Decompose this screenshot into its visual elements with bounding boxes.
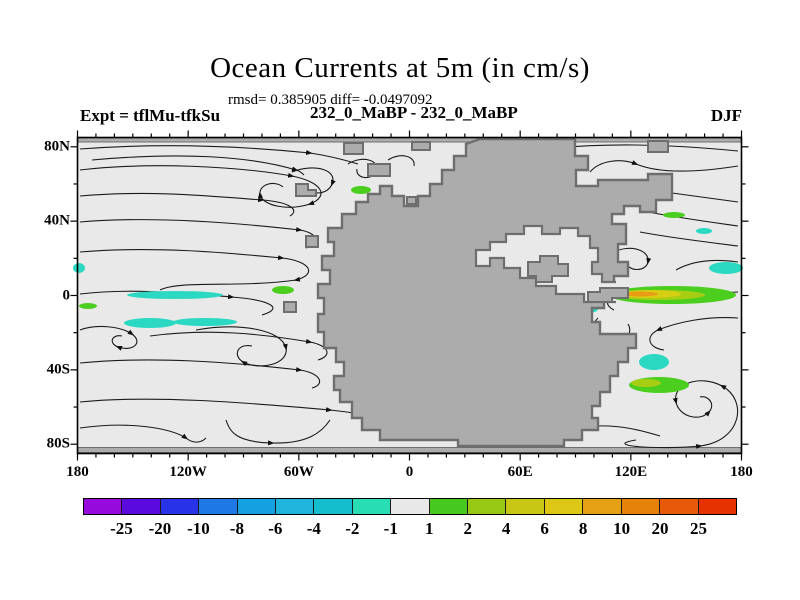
continent-pangaea	[316, 137, 674, 448]
colorbar-tick-label: -2	[345, 519, 360, 538]
colorbar-tick-label: -6	[268, 519, 283, 538]
colorbar-segment	[352, 499, 392, 514]
colorbar-tick-label: -8	[229, 519, 244, 538]
anomaly-patch	[663, 212, 685, 218]
colorbar-tick-label: 2	[463, 519, 472, 538]
anomaly-patch	[272, 286, 294, 294]
y-axis-tick-label: 80N	[44, 138, 70, 155]
colorbar-segment	[276, 499, 315, 514]
colorbar-tick-label: -20	[148, 519, 172, 538]
x-axis-tick-label: 120E	[614, 464, 648, 480]
colorbar-segment	[506, 499, 545, 514]
colorbar-tick-label: 8	[578, 519, 588, 538]
colorbar-segment	[122, 499, 161, 514]
case-title: 232_0_MaBP - 232_0_MaBP	[310, 103, 518, 122]
colorbar-tick-label: 4	[501, 519, 511, 538]
colorbar-segment	[391, 499, 430, 514]
colorbar-segment	[621, 499, 661, 514]
x-axis-tick-label: 120W	[169, 464, 207, 480]
axis-ticks	[70, 130, 749, 461]
x-axis-tick-label: 0	[405, 464, 414, 480]
colorbar-tick-label: 25	[690, 519, 708, 538]
colorbar-tick-label: 20	[651, 519, 669, 538]
y-axis-tick-label: 0	[62, 287, 71, 303]
colorbar-tick-label: 1	[424, 519, 434, 538]
anomaly-patch	[696, 228, 712, 234]
colorbar	[83, 498, 737, 515]
colorbar-segment	[314, 499, 353, 514]
experiment-label: Expt = tflMu-tfkSu	[80, 106, 221, 125]
colorbar-segment	[468, 499, 507, 514]
anomaly-patch	[73, 263, 85, 273]
colorbar-segment	[583, 499, 622, 514]
colorbar-segment	[660, 499, 699, 514]
colorbar-tick-label: -25	[110, 519, 133, 538]
colorbar-segment	[544, 499, 584, 514]
x-axis-tick-label: 180	[730, 464, 753, 480]
stats-line: rmsd= 0.385905 diff= -0.0497092	[228, 92, 433, 108]
colorbar-segment	[199, 499, 238, 514]
y-axis-tick-label: 40N	[44, 212, 70, 229]
x-axis-tick-label: 60E	[507, 464, 533, 480]
x-axis-tick-label: 180	[66, 464, 89, 480]
anomaly-patch	[631, 379, 661, 387]
islands	[283, 140, 669, 313]
colorbar-tick-label: -4	[306, 519, 321, 538]
anomaly-patch	[709, 262, 743, 274]
x-axis-tick-label: 60W	[283, 464, 314, 480]
anomaly-patch	[124, 318, 176, 328]
season-label: DJF	[710, 106, 742, 125]
anomaly-patch	[639, 354, 669, 370]
colorbar-tick-label: 10	[613, 519, 631, 538]
anomaly-patch	[622, 291, 658, 297]
colorbar-tick-label: 6	[540, 519, 549, 538]
plot-title: Ocean Currents at 5m (in cm/s)	[210, 52, 590, 84]
y-axis-tick-label: 40S	[46, 361, 70, 378]
anomaly-patch	[79, 303, 97, 309]
colorbar-segment	[698, 499, 736, 514]
colorbar-segment	[160, 499, 200, 514]
anomaly-patch	[173, 318, 237, 326]
colorbar-segment	[237, 499, 277, 514]
anomaly-patch	[351, 186, 371, 194]
anomaly-patch	[127, 291, 223, 299]
colorbar-tick-label: -10	[187, 519, 210, 538]
y-axis-tick-label: 80S	[46, 435, 70, 452]
colorbar-tick-label: -1	[383, 519, 398, 538]
colorbar-segment	[84, 499, 123, 514]
colorbar-segment	[429, 499, 469, 514]
